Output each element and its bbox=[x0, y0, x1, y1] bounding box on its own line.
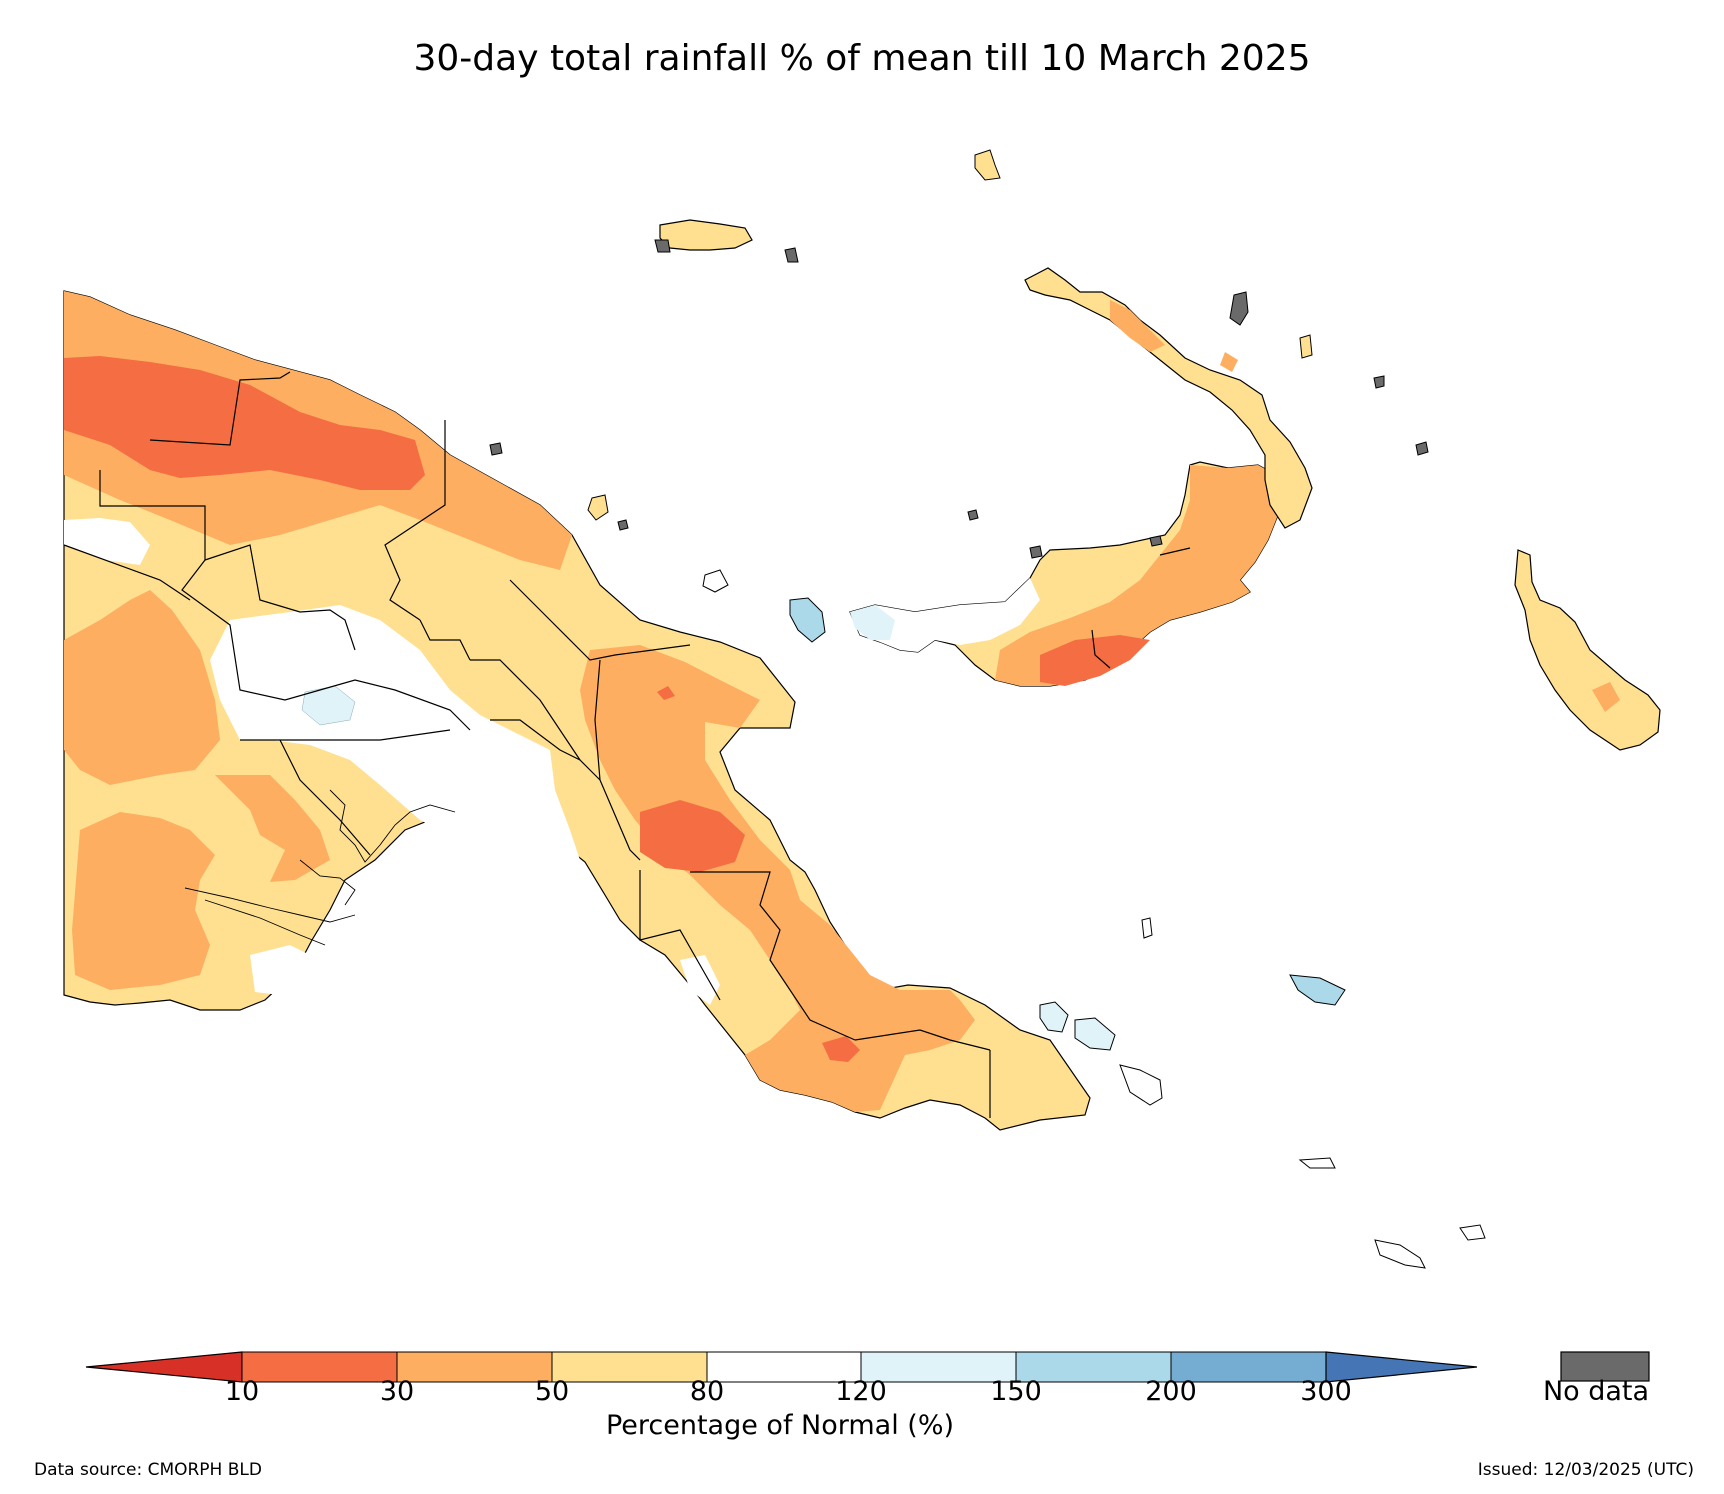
data-source: Data source: CMORPH BLD bbox=[34, 1460, 262, 1480]
mainland-png bbox=[63, 290, 1091, 1131]
colorbar-tick-80: 80 bbox=[689, 1376, 725, 1407]
zone-10-30-northwest bbox=[64, 356, 425, 490]
colorbar-bin-200-300 bbox=[1170, 1351, 1327, 1383]
new-britain bbox=[789, 461, 1286, 687]
zone-80-120-west-strip bbox=[64, 518, 150, 565]
nb-120-150 bbox=[850, 605, 895, 640]
nb-80-120 bbox=[850, 578, 1040, 652]
colorbar-tick-120: 120 bbox=[835, 1376, 887, 1407]
colorbar-bin-10-30 bbox=[241, 1351, 398, 1383]
zone-80-120-inland bbox=[210, 605, 580, 860]
colorbar-bin-30-50 bbox=[396, 1351, 553, 1383]
colorbar-tick-200: 200 bbox=[1145, 1376, 1197, 1407]
colorbar-bin-80-120 bbox=[706, 1351, 862, 1383]
colorbar bbox=[85, 1351, 1650, 1383]
legend-title: Percentage of Normal (%) bbox=[605, 1410, 955, 1441]
colorbar-tick-150: 150 bbox=[990, 1376, 1042, 1407]
manus-nodata bbox=[654, 239, 671, 253]
no-data-label: No data bbox=[1542, 1376, 1650, 1407]
island-blue-1 bbox=[789, 597, 826, 643]
colorbar-bin-50-80 bbox=[551, 1351, 708, 1383]
colorbar-low-extend bbox=[85, 1351, 243, 1383]
province-borders bbox=[63, 371, 991, 1118]
colorbar-tick-30: 30 bbox=[379, 1376, 415, 1407]
delta-coastline bbox=[184, 789, 456, 946]
colorbar-bin-150-200 bbox=[1015, 1351, 1172, 1383]
ni-30-50-b bbox=[1220, 352, 1238, 372]
colorbar-tick-300: 300 bbox=[1300, 1376, 1352, 1407]
colorbar-tick-10: 10 bbox=[224, 1376, 260, 1407]
zone-30-50-southwest bbox=[72, 812, 215, 990]
small-islands bbox=[489, 149, 1486, 1269]
zone-10-30-spot bbox=[657, 686, 675, 700]
no-data-swatch bbox=[1560, 1351, 1650, 1382]
zone-10-30-southeast bbox=[822, 1036, 860, 1062]
zone-10-30-highlands bbox=[640, 800, 745, 872]
map-title: 30-day total rainfall % of mean till 10 … bbox=[413, 38, 1311, 79]
nb-30-50 bbox=[995, 465, 1285, 686]
nb-10-30 bbox=[1040, 635, 1150, 686]
zone-30-50-central bbox=[580, 645, 975, 1112]
colorbar-high-extend bbox=[1325, 1351, 1478, 1383]
bougainville bbox=[1514, 549, 1661, 751]
zone-80-120-south-central bbox=[680, 955, 720, 1005]
colorbar-bin-120-150 bbox=[860, 1351, 1017, 1383]
issued-date: Issued: 12/03/2025 (UTC) bbox=[1477, 1460, 1694, 1480]
zone-30-50-west bbox=[64, 590, 220, 785]
colorbar-tick-50: 50 bbox=[534, 1376, 570, 1407]
zone-80-120-southcoast bbox=[250, 945, 320, 995]
manus-island bbox=[659, 219, 753, 251]
new-ireland bbox=[1024, 267, 1313, 529]
ni-30-50 bbox=[1110, 300, 1165, 352]
bougainville-30-50 bbox=[1592, 682, 1620, 712]
zone-30-50-south bbox=[215, 775, 330, 882]
